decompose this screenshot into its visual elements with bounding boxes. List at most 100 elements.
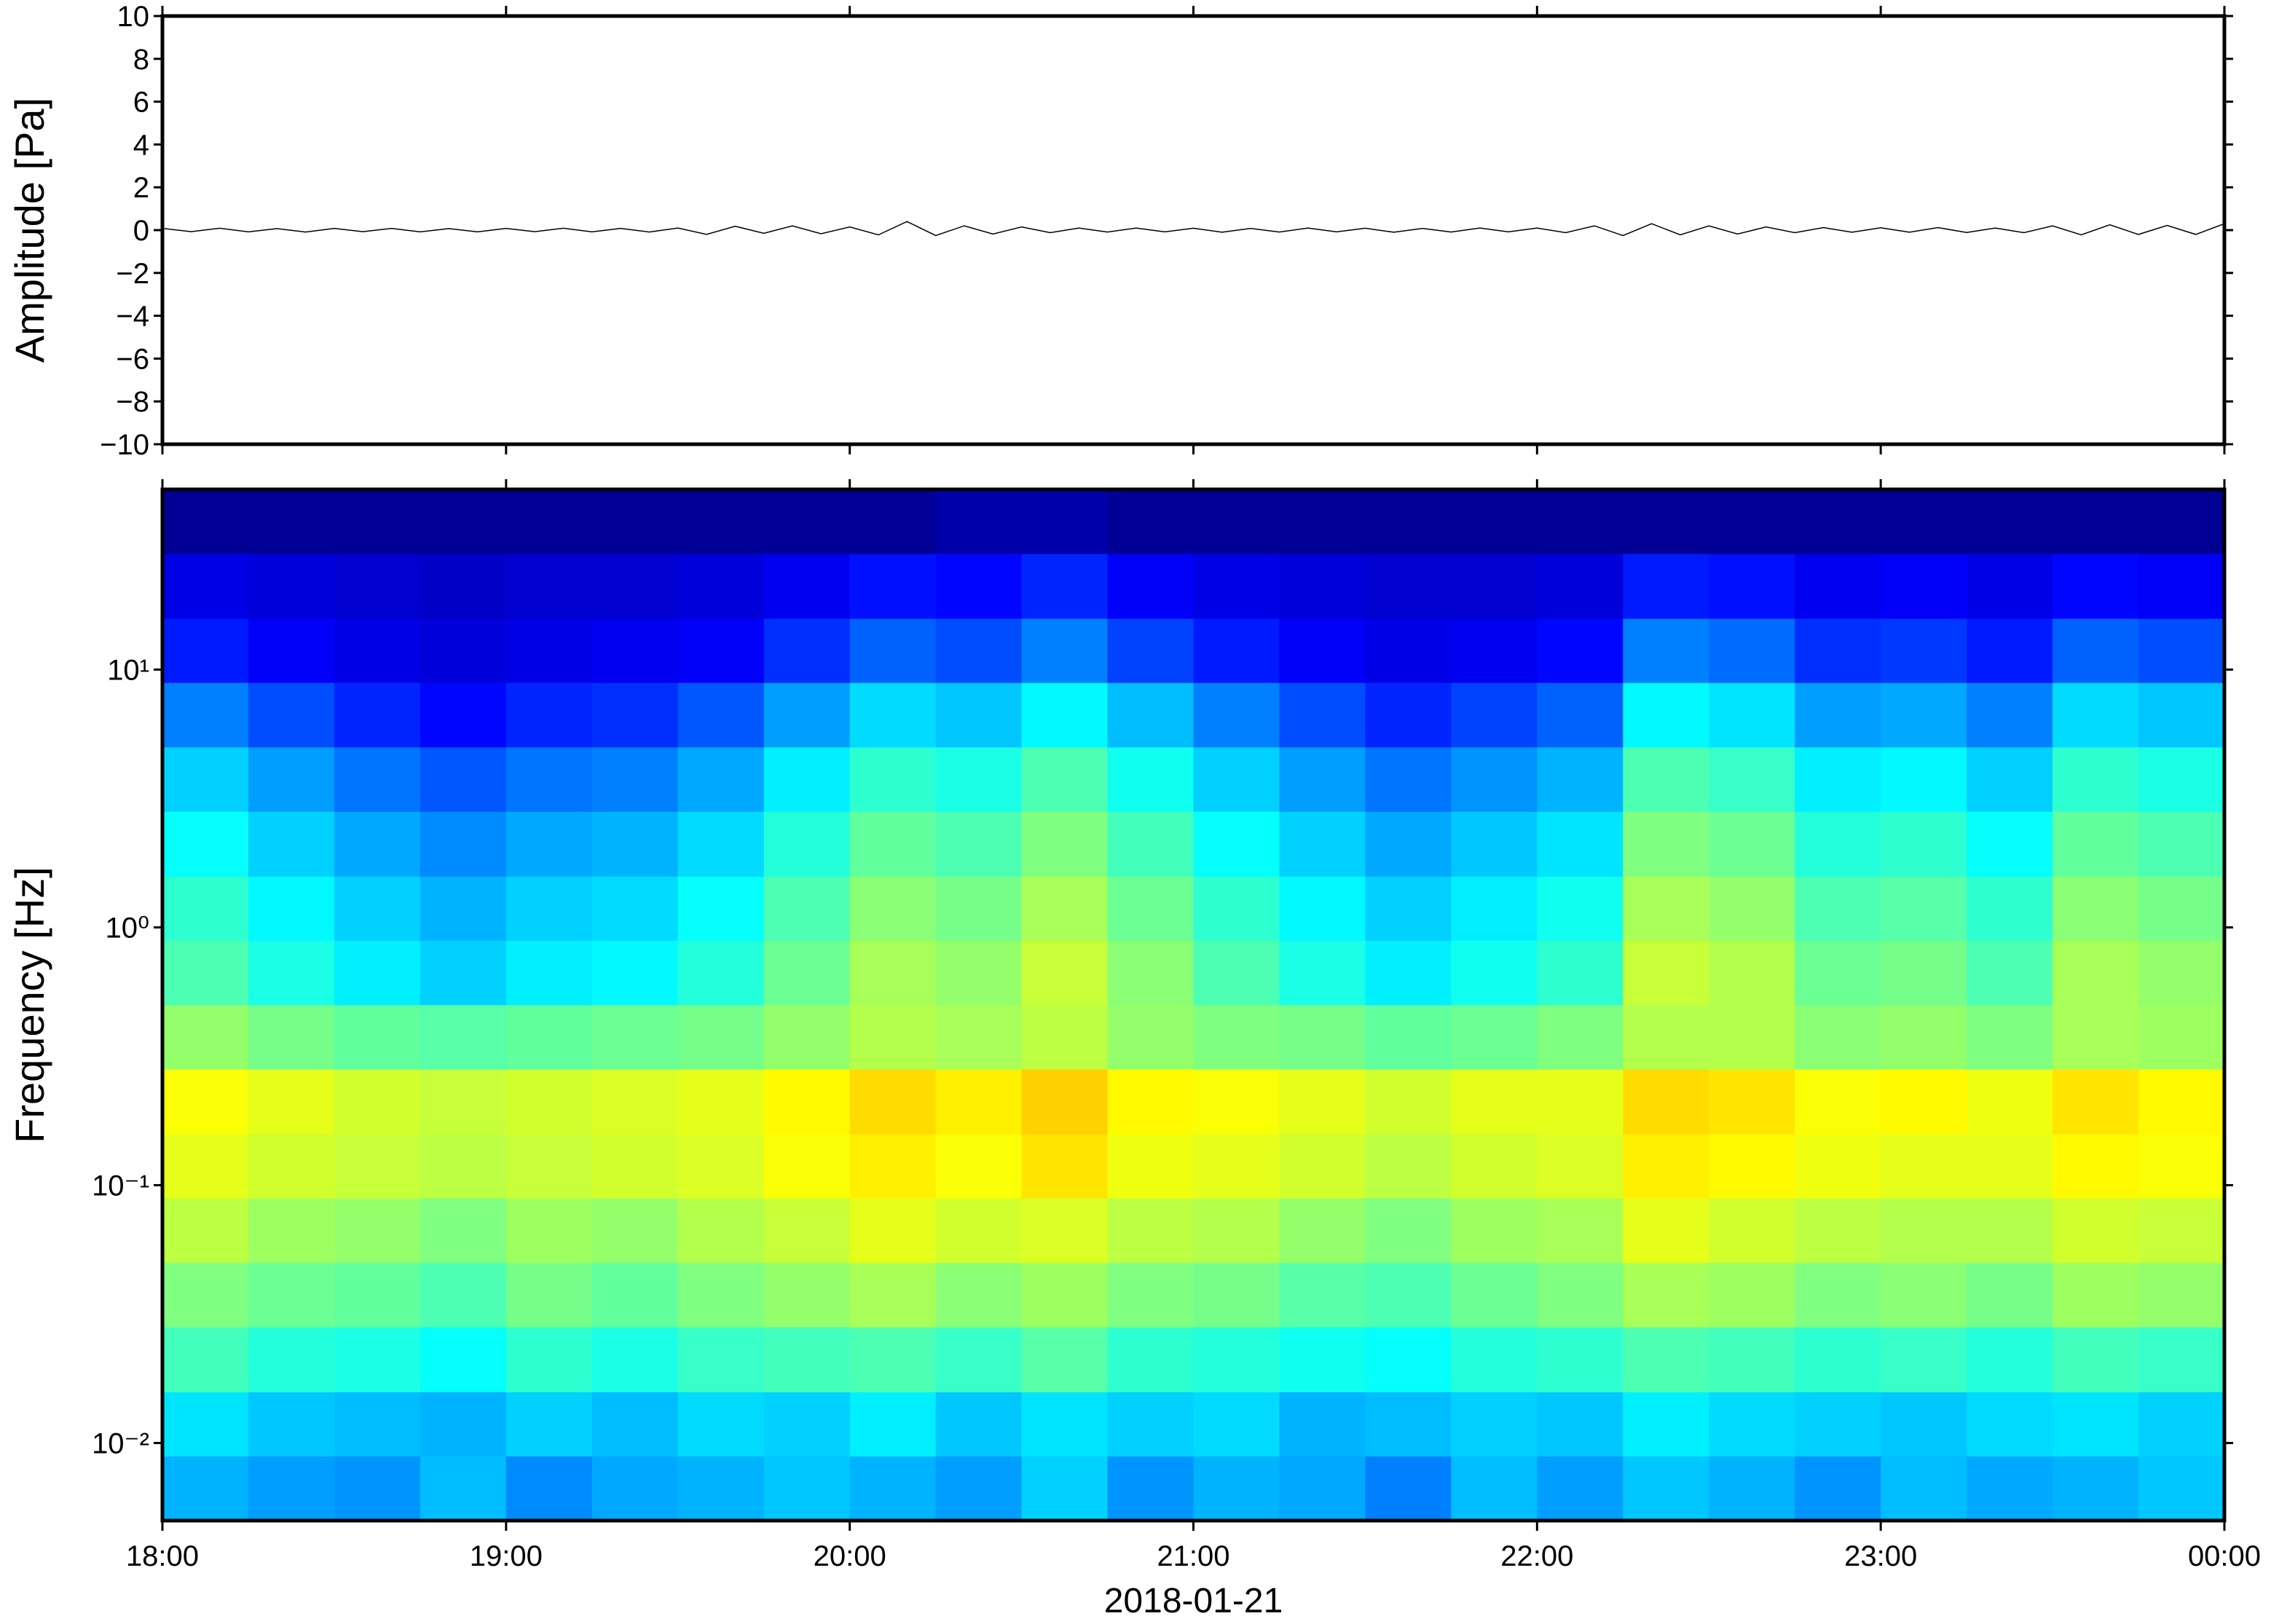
heatmap-cell (591, 940, 679, 1006)
heatmap-cell (1537, 1069, 1623, 1135)
heatmap-cell (1881, 489, 1967, 554)
heatmap-cell (1537, 940, 1623, 1006)
heatmap-cell (420, 1456, 507, 1521)
heatmap-cell (1365, 940, 1452, 1006)
heatmap-cell (1021, 811, 1109, 877)
heatmap-cell (1881, 1456, 1967, 1521)
heatmap-cell (591, 489, 679, 554)
heatmap-cell (334, 1262, 421, 1328)
heatmap-cell (505, 1134, 593, 1199)
heatmap-cell (2052, 940, 2139, 1006)
heatmap-cell (162, 1392, 249, 1457)
heatmap-cell (1451, 746, 1538, 812)
heatmap-cell (1107, 1392, 1194, 1457)
heatmap-cell (2052, 618, 2139, 683)
heatmap-cell (1021, 682, 1109, 748)
heatmap-cell (1967, 1198, 2053, 1264)
heatmap-cell (162, 682, 249, 748)
heatmap-cell (505, 553, 593, 619)
heatmap-cell (677, 1198, 765, 1264)
heatmap-cell (1623, 746, 1709, 812)
x-tick-label: 20:00 (814, 1540, 886, 1572)
heatmap-cell (1107, 1327, 1194, 1392)
heatmap-cell (1107, 553, 1194, 619)
heatmap-cell (420, 746, 507, 812)
heatmap-cell (1451, 1392, 1538, 1457)
heatmap-cell (1365, 1262, 1452, 1328)
y-tick-label: −2 (116, 258, 149, 290)
heatmap-cell (1623, 940, 1709, 1006)
heatmap-cell (1709, 940, 1795, 1006)
heatmap-cell (1795, 1327, 1881, 1392)
y-axis-label: Frequency [Hz] (7, 867, 52, 1143)
heatmap-cell (935, 682, 1023, 748)
heatmap-cell (1107, 876, 1194, 941)
x-tick-label: 21:00 (1157, 1540, 1229, 1572)
heatmap-cell (849, 489, 937, 554)
heatmap-cell (334, 746, 421, 812)
heatmap-cell (1795, 1456, 1881, 1521)
heatmap-cell (1107, 811, 1194, 877)
heatmap-cell (1365, 1198, 1452, 1264)
heatmap-cell (1881, 811, 1967, 877)
heatmap-cell (1193, 553, 1280, 619)
heatmap-cell (1537, 618, 1623, 683)
heatmap-cell (1279, 1134, 1366, 1199)
heatmap-cell (2138, 1456, 2225, 1521)
heatmap-cell (1967, 1327, 2053, 1392)
heatmap-cell (1537, 1198, 1623, 1264)
heatmap-cell (677, 746, 765, 812)
heatmap-cell (1193, 940, 1280, 1006)
heatmap-cell (591, 553, 679, 619)
heatmap-cell (505, 746, 593, 812)
heatmap-cell (763, 618, 851, 683)
heatmap-cell (2138, 1134, 2225, 1199)
heatmap-cell (1795, 1198, 1881, 1264)
heatmap-cell (763, 1327, 851, 1392)
heatmap-cell (1107, 1456, 1194, 1521)
x-tick-label: 18:00 (126, 1540, 199, 1572)
heatmap-cell (1537, 1392, 1623, 1457)
heatmap-cell (1623, 489, 1709, 554)
heatmap-cell (1365, 1456, 1452, 1521)
heatmap-cell (1451, 1327, 1538, 1392)
heatmap-cell (505, 1262, 593, 1328)
heatmap-cell (1709, 553, 1795, 619)
heatmap-cell (677, 811, 765, 877)
x-axis-label: 2018-01-21 (1104, 1582, 1283, 1620)
heatmap-cell (334, 489, 421, 554)
heatmap-cell (1279, 1456, 1366, 1521)
heatmap-cell (763, 553, 851, 619)
heatmap-cell (1021, 489, 1109, 554)
heatmap-cell (2138, 1392, 2225, 1457)
heatmap-cell (1881, 876, 1967, 941)
heatmap-cell (1021, 746, 1109, 812)
heatmap-cell (1021, 1262, 1109, 1328)
heatmap-cell (1107, 940, 1194, 1006)
heatmap-cell (334, 682, 421, 748)
heatmap-cell (1451, 489, 1538, 554)
heatmap-cell (420, 1069, 507, 1135)
heatmap-cell (677, 1456, 765, 1521)
heatmap-cell (505, 489, 593, 554)
heatmap-cell (420, 811, 507, 877)
heatmap-cell (677, 1392, 765, 1457)
heatmap-cell (763, 746, 851, 812)
y-tick-label: 10⁻¹ (92, 1170, 149, 1202)
heatmap-cell (935, 746, 1023, 812)
heatmap-cell (1193, 1262, 1280, 1328)
heatmap-cell (1795, 553, 1881, 619)
heatmap-cell (1709, 618, 1795, 683)
heatmap-cell (1709, 1456, 1795, 1521)
heatmap-cell (1107, 746, 1194, 812)
heatmap-cell (248, 746, 335, 812)
heatmap-cell (1365, 1004, 1452, 1070)
heatmap-cell (248, 1069, 335, 1135)
heatmap-cell (1537, 811, 1623, 877)
heatmap-cell (1279, 1327, 1366, 1392)
heatmap-cell (1709, 682, 1795, 748)
heatmap-cell (1623, 1392, 1709, 1457)
heatmap-cell (849, 1069, 937, 1135)
heatmap-cell (1795, 1069, 1881, 1135)
